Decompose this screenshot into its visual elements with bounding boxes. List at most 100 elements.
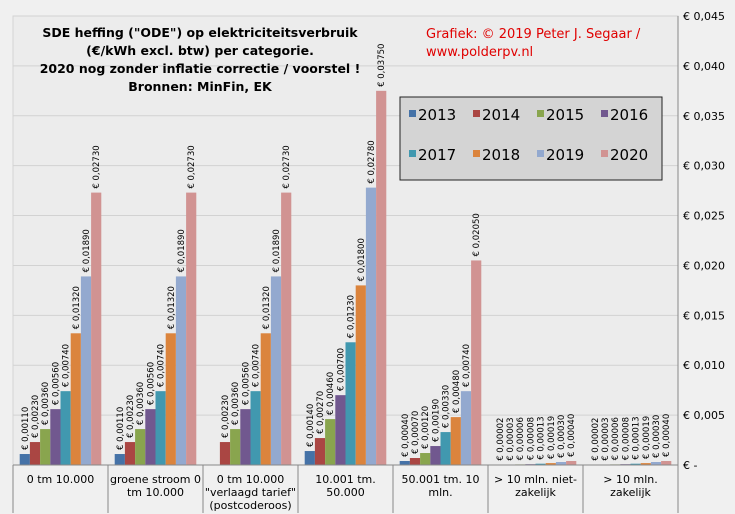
- data-label: € 0,00740: [62, 344, 72, 387]
- data-label: € 0,00460: [326, 372, 336, 415]
- x-category-label: mln.: [428, 486, 452, 499]
- y-tick-label: € 0,025: [683, 210, 725, 223]
- bar-2014: [314, 438, 326, 465]
- bar-2019: [555, 462, 567, 465]
- bar-2016: [145, 409, 156, 465]
- bar-2016: [240, 409, 251, 465]
- credit: Grafiek: © 2019 Peter J. Segaar / www.po…: [426, 27, 641, 60]
- data-label: € 0,00040: [567, 414, 577, 457]
- bar-2019: [460, 391, 472, 465]
- x-category-label: 50.001 tm. 10: [401, 473, 479, 486]
- data-label: € 0,00700: [336, 348, 346, 391]
- data-label: € 0,00360: [41, 382, 51, 425]
- legend-label: 2017: [418, 146, 456, 164]
- y-tick-label: € 0,040: [683, 60, 725, 73]
- data-label: € 0,00110: [116, 407, 126, 450]
- bar-2018: [450, 417, 461, 465]
- bar-2020: [376, 90, 387, 465]
- x-category-label: zakelijk: [515, 486, 556, 499]
- bar-2015: [325, 419, 336, 465]
- data-label: € 0,01320: [262, 286, 272, 329]
- data-label: € 0,00030: [652, 415, 662, 458]
- data-label: € 0,00030: [557, 415, 567, 458]
- x-category-label: > 10 mln. niet-: [494, 473, 577, 486]
- bar-2016: [430, 446, 441, 465]
- data-label: € 0,02730: [282, 145, 292, 188]
- data-label: € 0,00008: [526, 417, 536, 460]
- data-label: € 0,00480: [452, 370, 462, 413]
- y-tick-label: € 0,005: [683, 409, 725, 422]
- data-label: € 0,02730: [92, 145, 102, 188]
- bar-2015: [135, 429, 146, 465]
- legend-label: 2020: [610, 146, 648, 164]
- x-category-label: zakelijk: [610, 486, 651, 499]
- bar-2020: [91, 192, 102, 465]
- bar-2017: [250, 391, 261, 465]
- legend-label: 2016: [610, 106, 648, 124]
- legend-box: [399, 96, 663, 181]
- x-category-label: > 10 mln.: [603, 473, 657, 486]
- data-label: € 0,00070: [411, 411, 421, 454]
- bar-2019: [80, 276, 92, 465]
- data-label: € 0,00006: [516, 417, 526, 460]
- data-label: € 0,00190: [431, 399, 441, 442]
- x-category-label: 10.001 tm.: [315, 473, 376, 486]
- legend-label: 2015: [546, 106, 584, 124]
- bar-2019: [365, 187, 377, 465]
- data-label: € 0,00006: [611, 417, 621, 460]
- bar-2020: [471, 260, 482, 465]
- title-line-4: Bronnen: MinFin, EK: [128, 79, 273, 94]
- y-tick-label: € 0,020: [683, 259, 725, 272]
- x-category-label: (postcoderoos): [209, 499, 291, 512]
- bar-2013: [19, 454, 30, 465]
- bar-2015: [230, 429, 241, 465]
- credit-line-1: Grafiek: © 2019 Peter J. Segaar /: [426, 27, 641, 42]
- bar-2020: [281, 192, 292, 465]
- legend-label: 2018: [482, 146, 520, 164]
- data-label: € 0,01890: [272, 229, 282, 272]
- data-label: € 0,00360: [231, 382, 241, 425]
- bar-2018: [545, 463, 556, 465]
- bar-2020: [661, 461, 672, 465]
- data-label: € 0,01890: [177, 229, 187, 272]
- x-category-label: 0 tm 10.000: [27, 473, 95, 486]
- bar-2015: [420, 453, 431, 465]
- bar-2017: [535, 463, 546, 465]
- bars: [19, 90, 672, 465]
- data-label: € 0,00002: [591, 418, 601, 461]
- title-line-1: SDE heffing ("ODE") op elektriciteitsver…: [42, 25, 358, 40]
- data-label: € 0,00140: [306, 404, 316, 447]
- bar-2017: [440, 432, 451, 465]
- bar-2014: [409, 458, 421, 465]
- bar-2018: [355, 285, 366, 465]
- bar-2018: [70, 333, 81, 465]
- bar-2019: [270, 276, 282, 465]
- data-label: € 0,00740: [462, 344, 472, 387]
- data-label: € 0,00270: [316, 391, 326, 434]
- y-tick-label: € 0,045: [683, 10, 725, 23]
- legend-swatch: [409, 110, 416, 117]
- bar-2015: [40, 429, 51, 465]
- legend-label: 2014: [482, 106, 520, 124]
- x-axis-categories: 0 tm 10.000 groene stroom 0tm 10.000 0 tm …: [12, 465, 679, 513]
- legend-swatch: [409, 150, 416, 157]
- legend-swatch: [537, 110, 544, 117]
- bar-2019: [650, 462, 662, 465]
- data-label: € 0,00013: [632, 416, 642, 459]
- legend-swatch: [473, 150, 480, 157]
- data-label: € 0,00740: [157, 344, 167, 387]
- data-label: € 0,00019: [642, 416, 652, 459]
- legend-label: 2013: [418, 106, 456, 124]
- data-label: € 0,00740: [252, 344, 262, 387]
- y-tick-label: € 0,035: [683, 110, 725, 123]
- y-tick-label: € -: [683, 459, 697, 472]
- bar-2016: [50, 409, 61, 465]
- data-labels: € 0,00110 € 0,00110 € 0,00140 € 0,00040 € 0,…: [21, 44, 672, 461]
- y-tick-label: € 0,015: [683, 309, 725, 322]
- data-label: € 0,00110: [21, 407, 31, 450]
- data-label: € 0,00560: [51, 362, 61, 405]
- bar-2017: [155, 391, 166, 465]
- data-label: € 0,01320: [72, 286, 82, 329]
- legend-swatch: [601, 150, 608, 157]
